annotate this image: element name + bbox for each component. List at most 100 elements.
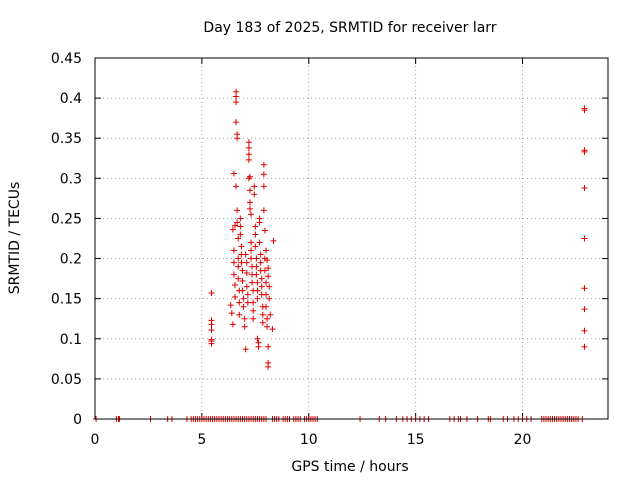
data-point [248, 247, 255, 254]
data-point [245, 156, 252, 163]
data-point [240, 303, 247, 310]
data-point [241, 323, 248, 330]
data-point [230, 247, 237, 254]
data-point [233, 119, 240, 126]
data-point [245, 151, 252, 158]
x-axis-label: GPS time / hours [291, 459, 408, 475]
data-point [244, 291, 251, 298]
data-point [581, 343, 588, 350]
y-axis-label: SRMTID / TECUs [7, 182, 23, 295]
data-point [251, 183, 258, 190]
data-point [243, 283, 250, 290]
data-point [581, 327, 588, 334]
data-point [235, 263, 242, 270]
x-tick-labels: 0 5 10 15 20 [91, 432, 532, 448]
data-point [265, 265, 272, 272]
y-tick-label: 0 [73, 412, 82, 428]
data-point [265, 363, 272, 370]
data-point [246, 173, 253, 180]
data-point [242, 346, 249, 353]
data-point [238, 243, 245, 250]
data-point [246, 199, 253, 206]
y-tick-label: 0.45 [51, 51, 82, 67]
data-point [263, 291, 269, 298]
x-tick-label: 0 [91, 432, 100, 448]
data-point [234, 219, 241, 226]
data-point [250, 315, 257, 322]
data-point [236, 311, 243, 318]
data-point [250, 307, 257, 314]
y-tick-label: 0.4 [60, 91, 82, 107]
data-point [267, 311, 274, 318]
data-point [256, 239, 263, 246]
data-point [581, 148, 588, 155]
data-point [248, 239, 255, 246]
y-tick-label: 0.25 [51, 211, 82, 227]
data-point [581, 285, 588, 292]
x-tick-label: 5 [197, 432, 206, 448]
data-point [230, 170, 237, 177]
data-point [581, 184, 588, 191]
axis-ticks [94, 57, 608, 420]
data-point [245, 144, 252, 151]
data-point [257, 251, 264, 258]
data-point [243, 269, 250, 276]
data-point [258, 275, 265, 282]
data-point [258, 283, 265, 290]
data-point [260, 183, 267, 190]
data-point [263, 279, 269, 286]
data-point [239, 287, 246, 294]
x-tick-label: 10 [300, 432, 318, 448]
x-tick-label: 15 [407, 432, 425, 448]
y-tick-label: 0.1 [60, 332, 82, 348]
data-point [235, 235, 242, 242]
data-point [229, 321, 236, 328]
data-point [261, 227, 268, 234]
data-point [242, 251, 249, 258]
data-point [208, 326, 215, 333]
data-point [232, 222, 239, 229]
data-point [254, 335, 261, 342]
data-point [265, 343, 272, 350]
data-point [230, 259, 237, 266]
data-point [227, 302, 234, 309]
data-point [228, 310, 235, 317]
data-point [252, 223, 259, 230]
data-point [263, 247, 269, 254]
data-point [266, 295, 273, 302]
data-point [238, 259, 245, 266]
data-point [208, 340, 215, 347]
data-point [232, 282, 239, 289]
data-point [252, 231, 259, 238]
data-point [233, 99, 240, 106]
data-point [259, 319, 266, 326]
plot-frame [94, 57, 609, 420]
data-point [241, 315, 248, 322]
data-point [232, 294, 239, 301]
data-point [254, 279, 261, 286]
data-point [264, 323, 271, 330]
data-point [256, 219, 263, 226]
data-point [244, 299, 251, 306]
data-point [266, 283, 273, 290]
chart-title: Day 183 of 2025, SRMTID for receiver lar… [203, 20, 496, 36]
y-tick-label: 0.15 [51, 292, 82, 308]
grid-lines [95, 58, 608, 419]
data-point [252, 243, 259, 250]
data-point [240, 295, 247, 302]
data-point [229, 226, 236, 233]
data-point [254, 287, 261, 294]
data-point [253, 263, 260, 270]
y-tick-label: 0.3 [60, 171, 82, 187]
y-tick-label: 0.2 [60, 252, 82, 268]
data-point [234, 207, 241, 214]
data-point [245, 139, 252, 146]
x-tick-label: 20 [514, 432, 532, 448]
data-point [265, 273, 272, 280]
data-point [254, 295, 261, 302]
data-point [264, 257, 271, 264]
data-point [260, 207, 267, 214]
data-point [263, 303, 269, 310]
data-point [246, 187, 253, 194]
data-point [237, 223, 244, 230]
